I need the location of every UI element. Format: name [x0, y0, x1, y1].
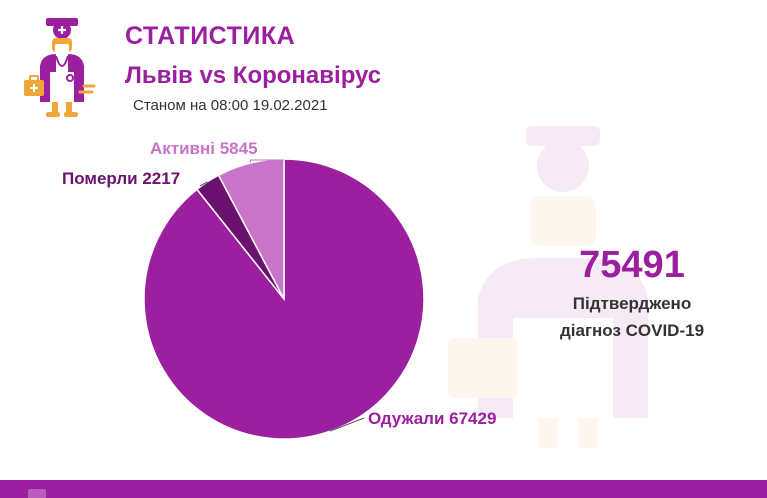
page-subtitle: Львів vs Коронавірус — [125, 62, 382, 89]
confirmed-total-caption: Підтверджено діагноз COVID-19 — [532, 290, 732, 344]
leader-line — [329, 417, 365, 432]
footer-icon — [28, 489, 46, 498]
doctor-logo-icon — [24, 18, 96, 117]
confirmed-total-value: 75491 — [579, 244, 685, 286]
confirmed-caption-line-1: Підтверджено — [572, 294, 692, 313]
page-title: СТАТИСТИКА — [125, 22, 296, 50]
pie-slice-active — [217, 158, 285, 300]
as-of-date: Станом на 08:00 19.02.2021 — [133, 97, 328, 114]
footer-bar — [0, 480, 767, 498]
doctor-watermark-icon — [448, 126, 648, 448]
slice-label-recovered: Одужали 67429 — [368, 409, 496, 428]
slice-label-active: Активні 5845 — [150, 139, 258, 158]
slice-label-deaths: Померли 2217 — [62, 169, 180, 188]
leader-line — [249, 159, 284, 164]
leader-line — [199, 181, 208, 187]
confirmed-caption-line-2: діагноз COVID-19 — [559, 321, 705, 340]
